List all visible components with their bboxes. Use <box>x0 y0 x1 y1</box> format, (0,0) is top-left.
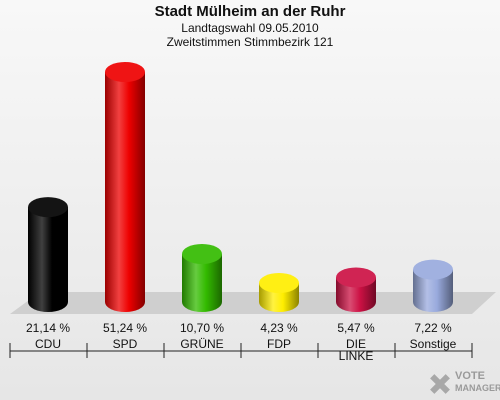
chart-titles: Stadt Mülheim an der Ruhr Landtagswahl 0… <box>0 3 500 49</box>
value-label: 4,23 % <box>260 321 298 335</box>
logo-line-manager: MANAGER <box>455 383 500 393</box>
bar-top-cap <box>413 259 453 280</box>
chart-subtitle-district: Zweitstimmen Stimmbezirk 121 <box>166 35 334 49</box>
category-label: DIE <box>346 337 366 351</box>
chart-title: Stadt Mülheim an der Ruhr <box>154 3 346 20</box>
category-label: SPD <box>113 337 138 351</box>
value-label: 21,14 % <box>26 321 70 335</box>
category-label: CDU <box>35 337 61 351</box>
bar-top-cap <box>182 243 222 264</box>
category-label: GRÜNE <box>180 337 223 351</box>
category-label: LINKE <box>339 349 374 363</box>
vote-manager-logo-text: VOTE MANAGER <box>455 370 500 394</box>
value-label: 7,22 % <box>414 321 452 335</box>
vote-manager-logo-icon <box>430 374 450 394</box>
bar-top-cap <box>28 197 68 218</box>
bar-sonstige <box>413 269 453 312</box>
bar-grüne <box>182 253 222 312</box>
logo-line-vote: VOTE <box>455 370 485 382</box>
chart-subtitle-election: Landtagswahl 09.05.2010 <box>181 21 319 35</box>
bar-spd <box>105 72 145 312</box>
value-label: 10,70 % <box>180 321 224 335</box>
value-label: 5,47 % <box>337 321 375 335</box>
bar-cdu <box>28 207 68 312</box>
value-label: 51,24 % <box>103 321 147 335</box>
category-label: Sonstige <box>410 337 457 351</box>
bar-top-cap <box>105 62 145 82</box>
bar-top-cap <box>336 267 376 288</box>
category-label: FDP <box>267 337 291 351</box>
bar-top-cap <box>259 273 299 294</box>
